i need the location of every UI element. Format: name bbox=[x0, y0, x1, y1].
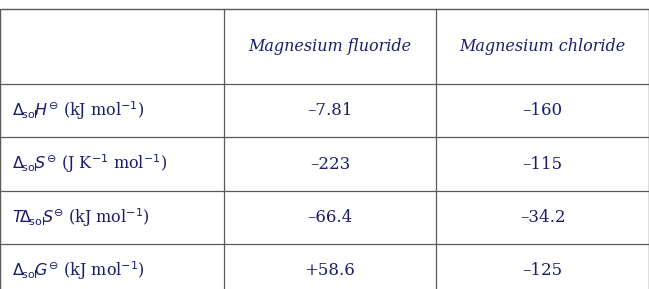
Text: Magnesium chloride: Magnesium chloride bbox=[459, 38, 626, 55]
Text: Magnesium fluoride: Magnesium fluoride bbox=[249, 38, 411, 55]
Text: –160: –160 bbox=[522, 102, 563, 119]
Text: –125: –125 bbox=[522, 262, 563, 279]
Text: –115: –115 bbox=[522, 155, 563, 173]
Text: –66.4: –66.4 bbox=[308, 209, 352, 226]
Text: $\Delta_{\!\mathrm{sol}}\!G^{\ominus}$ (kJ mol$^{-1}$): $\Delta_{\!\mathrm{sol}}\!G^{\ominus}$ (… bbox=[12, 260, 145, 282]
Text: –7.81: –7.81 bbox=[307, 102, 353, 119]
Text: –34.2: –34.2 bbox=[520, 209, 565, 226]
Text: $\Delta_{\!\mathrm{sol}}\!S^{\ominus}$ (J K$^{-1}$ mol$^{-1}$): $\Delta_{\!\mathrm{sol}}\!S^{\ominus}$ (… bbox=[12, 153, 167, 175]
Text: $\Delta_{\!\mathrm{sol}}\!H^{\ominus}$ (kJ mol$^{-1}$): $\Delta_{\!\mathrm{sol}}\!H^{\ominus}$ (… bbox=[12, 99, 144, 122]
Text: +58.6: +58.6 bbox=[304, 262, 356, 279]
Text: $T\!\Delta_{\!\mathrm{sol}}\!S^{\ominus}$ (kJ mol$^{-1}$): $T\!\Delta_{\!\mathrm{sol}}\!S^{\ominus}… bbox=[12, 206, 149, 229]
Text: –223: –223 bbox=[310, 155, 350, 173]
